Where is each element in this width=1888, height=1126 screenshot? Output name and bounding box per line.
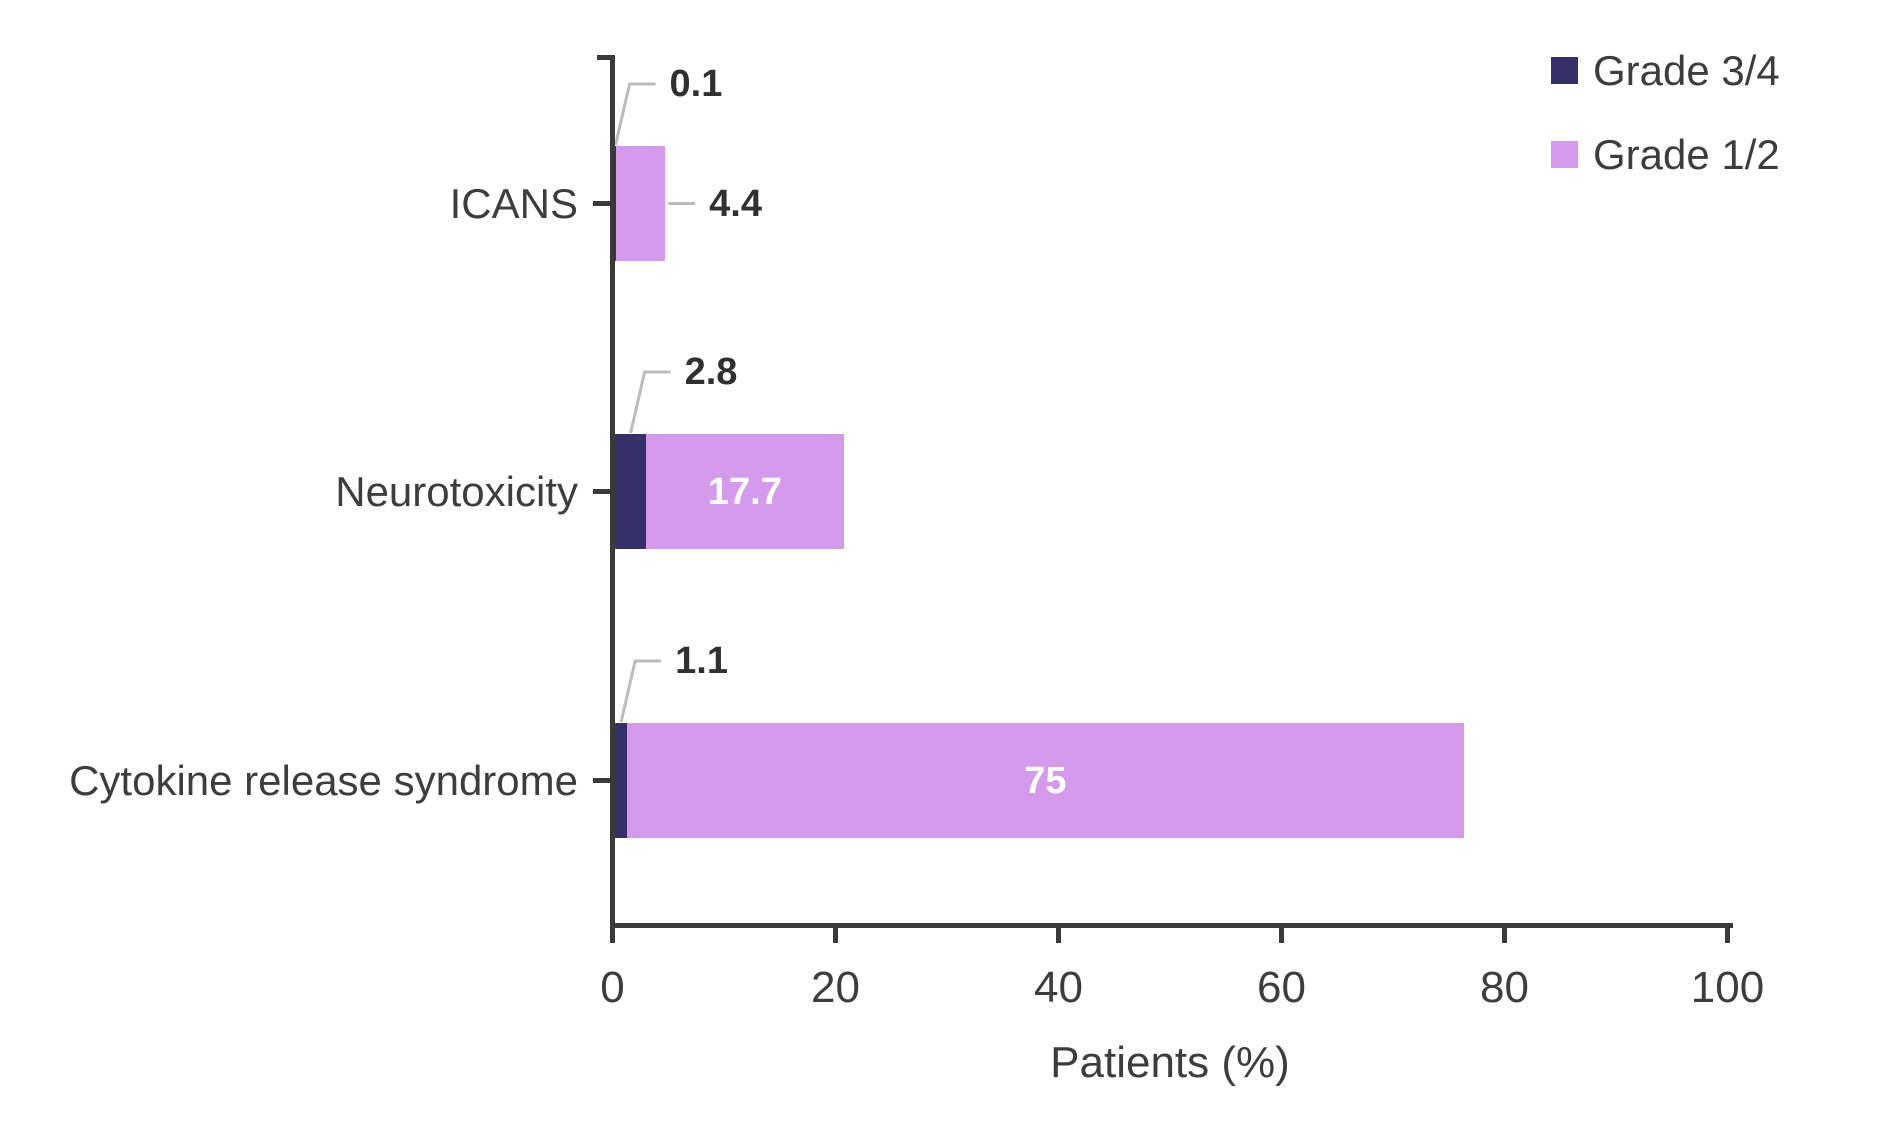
x-tick: [610, 928, 615, 943]
legend-swatch-grade-3-4: [1551, 57, 1578, 84]
category-tick: [593, 489, 610, 494]
category-tick: [593, 201, 610, 206]
category-tick: [593, 778, 610, 783]
value-label-grade-1-2: 17.7: [707, 470, 782, 513]
x-tick: [1502, 928, 1507, 943]
bar-segment-grade-3-4: [615, 146, 617, 261]
legend-swatch-grade-1-2: [1551, 141, 1578, 168]
bar-segment-grade-3-4: [615, 434, 647, 549]
value-label-grade-3-4: 1.1: [675, 640, 728, 682]
x-tick: [1279, 928, 1284, 943]
category-label: Cytokine release syndrome: [69, 756, 578, 804]
x-tick: [1056, 928, 1061, 943]
value-label-grade-1-2: 4.4: [709, 182, 762, 225]
x-tick-label: 0: [600, 963, 625, 1012]
leader-line: [629, 370, 671, 434]
x-tick-label: 100: [1690, 963, 1765, 1012]
value-label-grade-3-4: 2.8: [684, 351, 738, 393]
x-axis-title: Patients (%): [1050, 1038, 1290, 1087]
leader-line: [614, 82, 656, 146]
x-tick-label: 40: [1034, 963, 1083, 1012]
x-tick-label: 80: [1480, 963, 1529, 1012]
bar-segment-grade-3-4: [615, 723, 628, 838]
category-label: ICANS: [449, 179, 578, 227]
legend-label: Grade 3/4: [1593, 46, 1780, 94]
leader-line: [619, 659, 662, 723]
x-tick: [833, 928, 838, 943]
x-tick-label: 60: [1257, 963, 1306, 1012]
bar-segment-grade-1-2: [616, 146, 666, 261]
bar-segment-grade-1-2: [646, 434, 844, 549]
legend-label: Grade 1/2: [1593, 130, 1780, 178]
y-axis-end-cap: [597, 55, 615, 60]
x-axis-line: [610, 923, 1733, 928]
category-label: Neurotoxicity: [335, 467, 578, 515]
value-label-grade-3-4: 0.1: [669, 63, 723, 105]
x-tick: [1725, 928, 1730, 943]
value-label-grade-1-2: 75: [1024, 759, 1067, 802]
x-tick-label: 20: [811, 963, 860, 1012]
bar-segment-grade-1-2: [627, 723, 1464, 838]
y-axis-line: [610, 55, 615, 928]
